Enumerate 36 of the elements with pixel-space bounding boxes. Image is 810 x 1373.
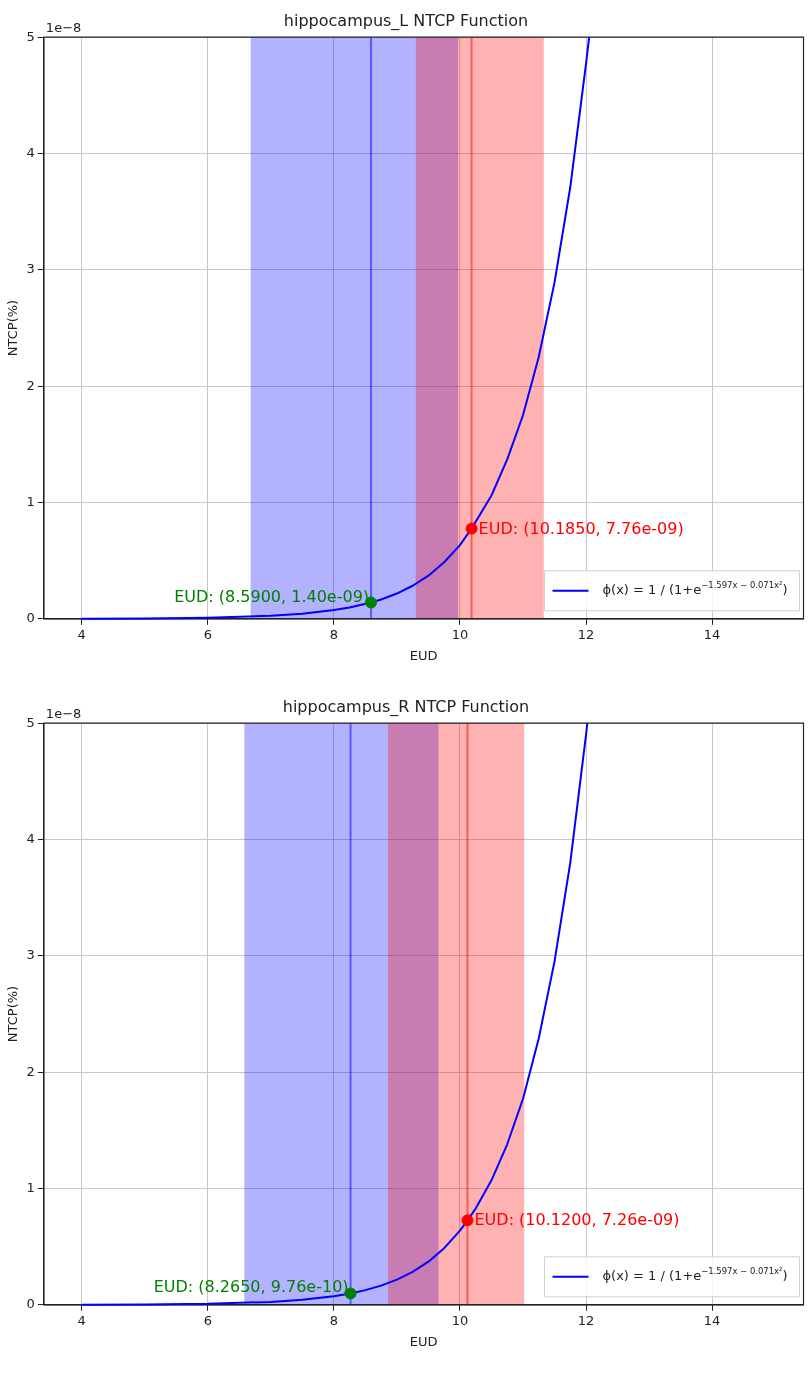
x-tick-label: 14	[703, 626, 721, 642]
x-tick-label: 6	[203, 626, 212, 642]
chart-title: hippocampus_R NTCP Function	[282, 696, 530, 717]
x-tick-label: 8	[329, 626, 338, 642]
y-tick-label: 3	[26, 261, 35, 277]
chart-title: hippocampus_L NTCP Function	[283, 10, 529, 31]
x-axis-title: EUD	[409, 1333, 438, 1349]
y-tick-label: 0	[26, 1296, 35, 1312]
y-axis-title: NTCP(%)	[5, 299, 21, 357]
x-tick-label: 14	[703, 1312, 721, 1328]
y-tick-label: 4	[26, 144, 35, 160]
y-tick-label: 2	[26, 377, 35, 393]
y-tick-label: 4	[26, 830, 35, 846]
y-axis-title: NTCP(%)	[5, 985, 21, 1043]
y-tick-label: 5	[26, 714, 35, 730]
y-tick-label: 5	[26, 28, 35, 44]
x-tick-label: 4	[77, 626, 86, 642]
annotation: EUD: (10.1850, 7.76e-09)	[478, 518, 684, 538]
x-tick-label: 8	[329, 1312, 338, 1328]
x-tick-label: 12	[577, 626, 595, 642]
x-tick-label: 4	[77, 1312, 86, 1328]
x-tick-label: 10	[451, 1312, 469, 1328]
x-tick-label: 12	[577, 1312, 595, 1328]
text: 1e−8	[45, 706, 82, 722]
annotation: EUD: (8.5900, 1.40e-09)	[174, 586, 370, 606]
annotation: EUD: (8.2650, 9.76e-10)	[153, 1277, 349, 1297]
x-tick-label: 6	[203, 1312, 212, 1328]
x-tick-label: 10	[451, 626, 469, 642]
y-tick-label: 1	[26, 1179, 35, 1195]
y-tick-label: 2	[26, 1063, 35, 1079]
y-tick-label: 0	[26, 610, 35, 626]
x-axis-title: EUD	[409, 647, 438, 663]
y-tick-label: 3	[26, 947, 35, 963]
annotation: EUD: (10.1200, 7.26e-09)	[474, 1210, 680, 1230]
y-tick-label: 1	[26, 493, 35, 509]
text: 1e−8	[45, 20, 82, 36]
